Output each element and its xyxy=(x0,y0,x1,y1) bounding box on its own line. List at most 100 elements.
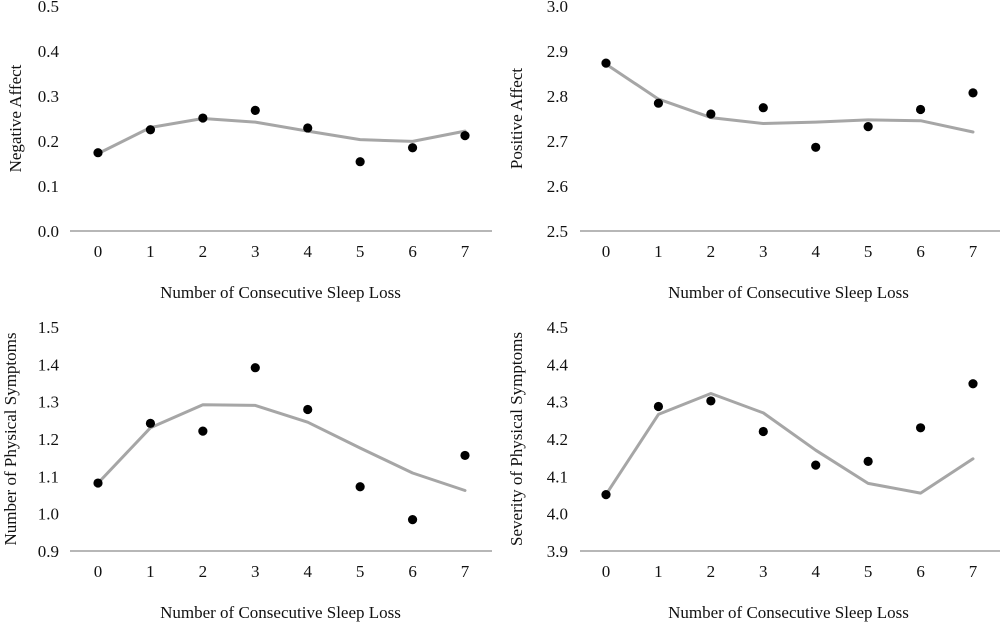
x-tick-label: 7 xyxy=(969,562,978,581)
y-tick-label: 2.5 xyxy=(547,222,568,241)
data-point xyxy=(811,460,821,470)
data-point xyxy=(198,426,208,436)
data-point xyxy=(863,456,873,466)
data-point xyxy=(758,426,768,437)
x-tick-label: 1 xyxy=(654,562,663,581)
data-point xyxy=(653,98,664,108)
data-point xyxy=(968,379,978,389)
data-point xyxy=(915,423,926,433)
y-tick-label: 4.2 xyxy=(547,430,568,449)
panel-number-of-physical-symptoms: 0.9 1.0 1.1 1.2 1.3 1.4 1.5 0 1 2 3 4 5 6 7 Number of C… xyxy=(1,318,492,622)
data-point xyxy=(653,401,664,412)
x-tick-label: 6 xyxy=(916,562,925,581)
data-point xyxy=(250,105,260,115)
x-tick-label: 1 xyxy=(146,242,155,261)
x-tick-label: 0 xyxy=(94,562,103,581)
y-axis-title: Number of Physical Symptoms xyxy=(1,333,20,546)
y-tick-label: 2.7 xyxy=(547,132,569,151)
data-point xyxy=(968,88,978,98)
y-tick-label: 3.0 xyxy=(547,0,568,16)
x-tick-label: 2 xyxy=(707,562,716,581)
data-point xyxy=(250,363,260,373)
data-point xyxy=(811,142,821,152)
data-point xyxy=(93,148,103,158)
x-tick-label: 2 xyxy=(199,242,208,261)
x-tick-label: 0 xyxy=(94,242,103,261)
y-tick-label: 2.8 xyxy=(547,87,568,106)
data-point xyxy=(863,122,873,132)
y-tick-label: 1.1 xyxy=(38,467,59,486)
y-tick-label: 3.9 xyxy=(547,542,568,561)
data-point xyxy=(145,418,156,428)
x-tick-label: 0 xyxy=(602,562,611,581)
y-axis-title: Negative Affect xyxy=(6,64,25,172)
y-tick-label: 1.4 xyxy=(38,355,60,374)
data-point xyxy=(915,104,926,115)
x-axis-title: Number of Consecutive Sleep Loss xyxy=(668,603,909,622)
x-tick-label: 1 xyxy=(146,562,155,581)
x-tick-label: 7 xyxy=(461,242,470,261)
panel-negative-affect: 0.0 0.1 0.2 0.3 0.4 0.5 0 1 2 3 4 5 6 7 Number of Cons… xyxy=(6,0,492,302)
x-tick-label: 3 xyxy=(759,242,768,261)
data-point xyxy=(407,143,418,153)
data-point xyxy=(407,515,418,525)
y-tick-label: 0.1 xyxy=(38,177,59,196)
y-tick-label: 4.4 xyxy=(547,355,569,374)
x-tick-label: 2 xyxy=(707,242,716,261)
x-axis-title: Number of Consecutive Sleep Loss xyxy=(160,603,401,622)
x-tick-label: 5 xyxy=(356,562,365,581)
y-tick-label: 0.9 xyxy=(38,542,59,561)
x-tick-label: 5 xyxy=(356,242,365,261)
data-point xyxy=(601,490,611,500)
x-tick-label: 4 xyxy=(303,242,312,261)
x-tick-label: 7 xyxy=(461,562,470,581)
data-point xyxy=(601,58,611,68)
fitted-line xyxy=(96,117,467,156)
data-point xyxy=(355,482,365,492)
data-point xyxy=(303,404,313,415)
x-axis-title: Number of Consecutive Sleep Loss xyxy=(668,283,909,302)
data-point xyxy=(303,123,313,133)
y-tick-label: 0.0 xyxy=(38,222,59,241)
x-tick-label: 3 xyxy=(251,242,260,261)
y-tick-label: 0.5 xyxy=(38,0,59,16)
data-point xyxy=(355,157,365,167)
y-tick-label: 4.1 xyxy=(547,467,568,486)
x-tick-label: 7 xyxy=(969,242,978,261)
data-point xyxy=(460,450,470,461)
x-tick-label: 2 xyxy=(199,562,208,581)
x-tick-label: 5 xyxy=(864,562,873,581)
y-axis-title: Severity of Physical Symptoms xyxy=(507,332,526,546)
fitted-line xyxy=(96,403,467,492)
x-tick-label: 1 xyxy=(654,242,663,261)
y-tick-label: 0.2 xyxy=(38,132,59,151)
data-point xyxy=(758,103,768,113)
panel-positive-affect: 2.5 2.6 2.7 2.8 2.9 3.0 0 1 2 3 4 5 6 7 Number of Cons… xyxy=(507,0,1000,302)
x-tick-label: 4 xyxy=(811,242,820,261)
data-point xyxy=(706,396,716,406)
x-tick-label: 6 xyxy=(916,242,925,261)
panel-severity-of-physical-symptoms: 3.9 4.0 4.1 4.2 4.3 4.4 4.5 0 1 2 3 4 5 6 7 Number of C… xyxy=(507,318,1000,622)
x-tick-label: 3 xyxy=(759,562,768,581)
x-tick-label: 6 xyxy=(408,242,417,261)
x-tick-label: 6 xyxy=(408,562,417,581)
y-tick-label: 4.0 xyxy=(547,505,568,524)
x-tick-label: 4 xyxy=(303,562,312,581)
y-axis-title: Positive Affect xyxy=(507,68,526,169)
x-tick-label: 4 xyxy=(811,562,820,581)
data-point xyxy=(145,125,156,135)
data-point xyxy=(706,109,716,119)
fitted-line xyxy=(604,62,975,134)
y-tick-label: 4.3 xyxy=(547,393,568,412)
y-tick-label: 2.6 xyxy=(547,177,568,196)
data-point xyxy=(93,478,103,488)
y-tick-label: 1.3 xyxy=(38,393,59,412)
fitted-line xyxy=(604,392,975,497)
y-tick-label: 1.0 xyxy=(38,505,59,524)
y-tick-label: 1.2 xyxy=(38,430,59,449)
x-tick-label: 0 xyxy=(602,242,611,261)
data-point xyxy=(460,131,470,141)
x-axis-title: Number of Consecutive Sleep Loss xyxy=(160,283,401,302)
x-tick-label: 5 xyxy=(864,242,873,261)
